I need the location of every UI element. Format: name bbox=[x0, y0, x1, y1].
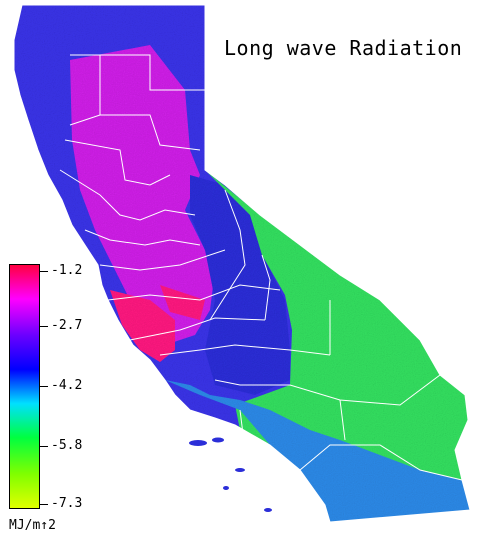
legend-label-2: -2.7 bbox=[51, 318, 83, 333]
legend-tick bbox=[40, 446, 48, 447]
legend-tick bbox=[40, 326, 48, 327]
legend-label-4: -5.8 bbox=[51, 438, 83, 453]
legend-label-max: -1.2 bbox=[51, 263, 83, 278]
color-scale-bar bbox=[9, 264, 40, 509]
region-hot-coast bbox=[110, 290, 175, 362]
region-south-coast bbox=[165, 380, 470, 522]
islands bbox=[189, 437, 272, 512]
region-hot-coast-inland bbox=[160, 285, 205, 320]
county-boundaries bbox=[13, 4, 471, 523]
map-title: Long wave Radiation bbox=[224, 36, 463, 60]
legend-tick bbox=[40, 271, 48, 272]
legend-tick bbox=[40, 386, 48, 387]
legend-label-min: -7.3 bbox=[51, 496, 83, 511]
legend-label-mid: -4.2 bbox=[51, 378, 83, 393]
legend-tick bbox=[40, 504, 48, 505]
legend-units: MJ/m↑2 bbox=[9, 518, 56, 533]
region-central-valley bbox=[70, 45, 215, 345]
